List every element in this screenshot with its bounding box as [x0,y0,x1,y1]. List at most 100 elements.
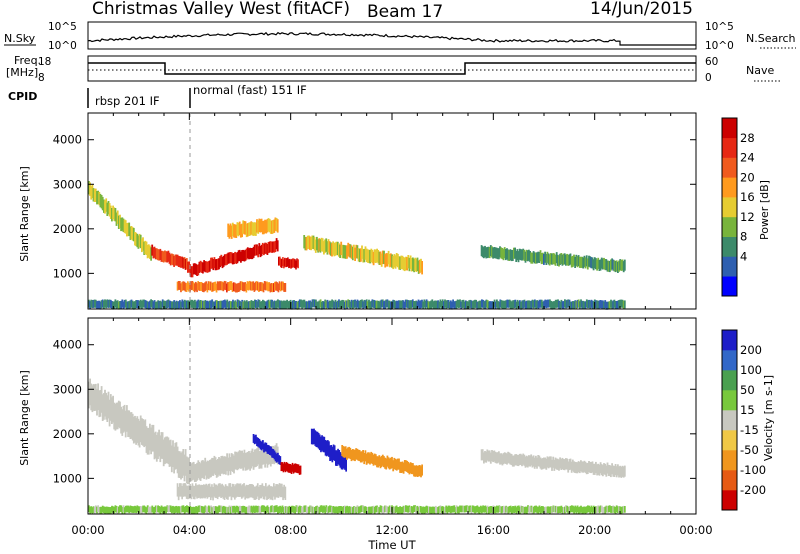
echo-cell [607,464,610,476]
echo-cell [244,221,247,235]
echo-cell [329,445,331,461]
echo-cell [523,249,526,261]
colorbar-swatch [722,350,737,371]
echo-cell [505,300,507,309]
echo-cell [130,299,133,308]
xaxis-label: Time UT [367,538,416,552]
echo-cell [250,484,252,498]
echo-cell [290,465,293,474]
echo-cell [167,505,170,513]
echo-cell [567,461,570,473]
echo-cell [490,301,492,310]
echo-cell [273,300,276,309]
echo-cell [176,483,179,497]
echo-cell [116,507,119,514]
echo-cell [231,253,234,265]
echo-cell [137,300,140,309]
echo-cell [265,281,267,291]
echo-cell [547,457,550,469]
echo-cell [247,484,250,499]
echo-cell [209,486,212,501]
echo-cell [620,259,623,271]
echo-cell [179,300,181,309]
echo-cell [202,506,204,514]
echo-cell [241,223,243,238]
echo-cell [244,249,247,261]
echo-cell [430,507,433,514]
echo-cell [610,259,612,271]
echo-cell [260,244,263,256]
echo-cell [542,301,544,310]
echo-cell [273,283,275,292]
nave-label: Nave [746,64,774,77]
echo-cell [305,301,308,310]
echo-cell [336,506,339,514]
echo-cell [376,505,378,513]
echo-cell [168,300,171,309]
echo-cell [618,466,620,478]
echo-cell [159,506,162,514]
echo-cell [304,301,307,310]
echo-cell [168,505,171,512]
echo-cell [173,300,176,309]
echo-cell [171,301,173,310]
echo-cell [355,301,358,309]
echo-cell [480,449,483,461]
echo-cell [229,281,232,290]
echo-cell [403,460,406,472]
echo-cell [543,300,545,309]
echo-cell [353,299,355,308]
echo-cell [153,506,156,514]
echo-cell [199,505,202,513]
echo-cell [326,507,329,514]
echo-cell [481,449,484,461]
beam-label: Beam 17 [367,2,443,22]
echo-cell [613,299,616,308]
echo-cell [296,301,299,310]
echo-cell [219,505,222,513]
echo-cell [169,505,172,513]
echo-cell [365,453,368,465]
echo-cell [381,454,384,466]
echo-cell [513,455,515,467]
echo-cell [258,486,260,501]
echo-cell [479,505,482,513]
echo-cell [135,506,138,514]
echo-cell [185,485,188,499]
echo-cell [146,244,149,259]
echo-cell [201,283,204,292]
echo-cell [90,186,93,200]
echo-cell [589,300,592,309]
echo-cell [266,486,268,501]
echo-cell [331,507,333,514]
echo-cell [562,458,565,470]
echo-cell [331,446,334,463]
echo-cell [399,506,401,513]
echo-cell [487,246,490,258]
echo-cell [279,300,282,309]
echo-cell [306,235,309,250]
echo-cell [366,249,369,263]
echo-cell [211,507,214,514]
echo-cell [519,249,522,261]
echo-cell [232,506,234,513]
echo-cell [436,507,438,514]
echo-cell [103,393,105,420]
echo-cell [233,455,235,474]
echo-cell [590,462,593,474]
echo-cell [399,256,402,270]
echo-cell [340,300,343,309]
echo-cell [295,301,298,309]
echo-cell [621,299,624,308]
echo-cell [227,506,230,514]
echo-cell [271,241,273,253]
echo-cell [439,505,442,513]
echo-cell [499,453,501,465]
echo-cell [94,299,97,308]
echo-cell [259,485,261,499]
echo-cell [106,506,109,514]
echo-cell [349,447,352,459]
echo-cell [418,505,421,513]
echo-cell [215,283,218,293]
echo-cell [545,253,548,265]
